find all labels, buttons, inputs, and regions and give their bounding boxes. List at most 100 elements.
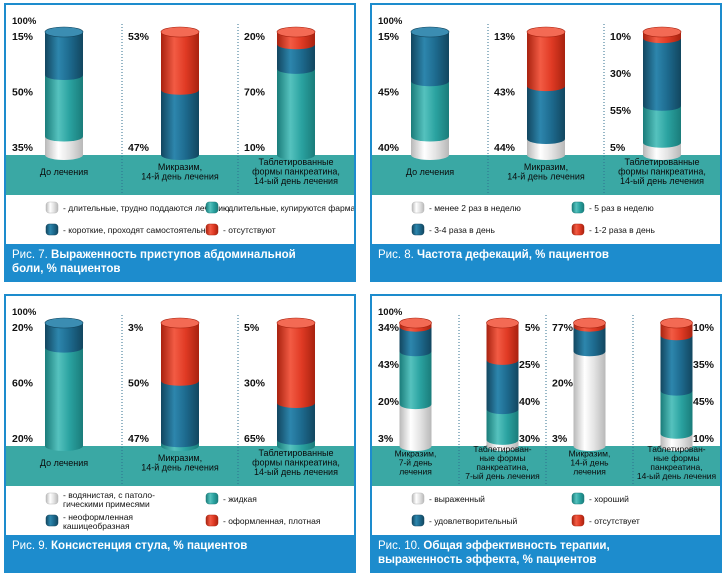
- bar-top-cap: [642, 26, 682, 38]
- value-label: 15%: [378, 31, 400, 43]
- value-label: 20%: [552, 378, 574, 390]
- bar-top-cap: [276, 26, 316, 38]
- category-label: Таблетирован-ные формы панкреатина, 14-ый …: [637, 444, 717, 481]
- chart-panel-fig8: 100% 15% 45% 40% До лечения 13% 43% 44% Микразим…: [370, 3, 722, 282]
- bar-segment: [161, 89, 199, 160]
- bar-segment: [45, 32, 83, 81]
- bar-segment: [411, 32, 449, 87]
- bar-segment: [277, 402, 315, 445]
- bar-segment: [399, 326, 432, 357]
- legend-swatch: [205, 514, 219, 527]
- value-label: 10%: [693, 433, 715, 445]
- bar-top-cap: [276, 317, 316, 329]
- bar-segment: [527, 139, 565, 160]
- category-label: Таблетирован-ные формы панкреатина, 7-ый д…: [465, 444, 540, 481]
- category-band: [6, 155, 354, 195]
- value-label: 35%: [693, 359, 715, 371]
- bar-top-cap: [399, 317, 432, 329]
- legend-label: - менее 2 раз в неделю: [429, 203, 521, 213]
- chart-fig10: 100%34%43%20%3%Микразим, 7-й день лечения5…: [372, 307, 720, 527]
- value-label: 15%: [12, 31, 34, 43]
- bar-segment: [486, 359, 519, 415]
- value-label: 5%: [525, 322, 541, 334]
- legend-swatch: [411, 492, 425, 505]
- bar-top-cap: [486, 317, 519, 329]
- legend-swatch: [45, 201, 59, 214]
- value-label: 30%: [610, 68, 632, 80]
- bar-segment: [411, 81, 449, 142]
- caption-fig-number: Рис. 10.: [378, 540, 424, 552]
- legend-swatch: [205, 223, 219, 236]
- legend-swatch: [571, 492, 585, 505]
- value-label: 20%: [378, 396, 400, 408]
- value-label: 10%: [693, 322, 715, 334]
- bar-segment: [660, 335, 693, 396]
- category-label: До лечения: [406, 167, 454, 177]
- value-label: 47%: [128, 433, 150, 445]
- top-percent-label: 100%: [12, 307, 37, 318]
- value-label: 13%: [494, 31, 516, 43]
- caption-title: Консистенция стула, % пациентов: [51, 540, 248, 552]
- value-label: 30%: [244, 378, 266, 390]
- category-label: Таблетированные формы панкреатина, 14-ый д…: [618, 157, 706, 186]
- category-label: Таблетированные формы панкреатина, 14-ый д…: [252, 448, 340, 477]
- bar-segment: [527, 86, 565, 145]
- caption-fig-number: Рис. 9.: [12, 540, 52, 552]
- value-label: 40%: [378, 142, 400, 154]
- bar-segment: [399, 351, 432, 410]
- value-label: 3%: [378, 433, 394, 445]
- caption-fig10: Рис. 10. Общая эффективность терапии, выр…: [372, 535, 720, 571]
- legend-label: - жидкая: [223, 494, 257, 504]
- chart-fig8: 100% 15% 45% 40% До лечения 13% 43% 44% Микразим…: [372, 16, 720, 236]
- bar-segment: [573, 351, 606, 451]
- caption-title: Частота дефекаций, % пациентов: [417, 249, 609, 261]
- value-label: 55%: [610, 105, 632, 117]
- value-label: 30%: [519, 433, 541, 445]
- bar-segment: [45, 75, 83, 142]
- category-label: Микразим, 7-й день лечения: [395, 449, 437, 477]
- caption-fig-number: Рис. 7.: [12, 249, 52, 261]
- legend-swatch: [411, 514, 425, 527]
- value-label: 43%: [494, 87, 516, 99]
- bar-top-cap: [526, 26, 566, 38]
- bar-top-cap: [44, 317, 84, 329]
- category-label: Микразим, 14-й день лечения: [141, 162, 219, 181]
- legend-swatch: [411, 223, 425, 236]
- value-label: 25%: [519, 359, 541, 371]
- category-band: [372, 155, 720, 195]
- bar-segment: [573, 326, 606, 357]
- legend-swatch: [571, 201, 585, 214]
- legend-label: - 1-2 раза в день: [589, 225, 655, 235]
- top-percent-label: 100%: [12, 16, 37, 27]
- value-label: 5%: [244, 322, 260, 334]
- bar-segment: [161, 380, 199, 448]
- legend-label: - отсутствуют: [223, 225, 276, 235]
- chart-fig9: 100% 20% 60% 20% До лечения 3% 50% 47% Микразим,…: [6, 307, 354, 531]
- bar-segment: [161, 32, 199, 95]
- value-label: 10%: [244, 142, 266, 154]
- legend-label: - удовлетворительный: [429, 516, 518, 526]
- bar-segment: [161, 323, 199, 386]
- value-label: 47%: [128, 142, 150, 154]
- caption-title: Выраженность приступов абдоминальной боли…: [12, 249, 296, 275]
- legend-label: - 5 раз в неделю: [589, 203, 654, 213]
- category-label: Микразим, 14-й день лечения: [141, 453, 219, 472]
- legend-swatch: [205, 201, 219, 214]
- legend-label: - водянистая, с патоло-гическими примеся…: [63, 490, 155, 509]
- bar-segment: [660, 390, 693, 439]
- bar-segment: [527, 32, 565, 92]
- chart-panel-fig10: 100% 34% 43% 20% 3% Микразим, 7-й день лечения 5…: [370, 294, 722, 573]
- caption-title: Общая эффективность терапии, выраженность…: [378, 540, 610, 566]
- bar-segment: [399, 404, 432, 451]
- value-label: 5%: [610, 142, 626, 154]
- legend-label: - короткие, проходят самостоятельно: [63, 225, 211, 235]
- top-percent-label: 100%: [378, 307, 403, 318]
- legend-swatch: [45, 514, 59, 527]
- value-label: 53%: [128, 31, 150, 43]
- bar-segment: [45, 136, 83, 160]
- value-label: 44%: [494, 142, 516, 154]
- caption-fig7: Рис. 7. Выраженность приступов абдоминал…: [6, 244, 354, 280]
- value-label: 50%: [12, 87, 34, 99]
- bar-top-cap: [410, 26, 450, 38]
- chart-panel-fig7: 100% 15% 50% 35% До лечения 53% 47% Микразим, 14…: [4, 3, 356, 282]
